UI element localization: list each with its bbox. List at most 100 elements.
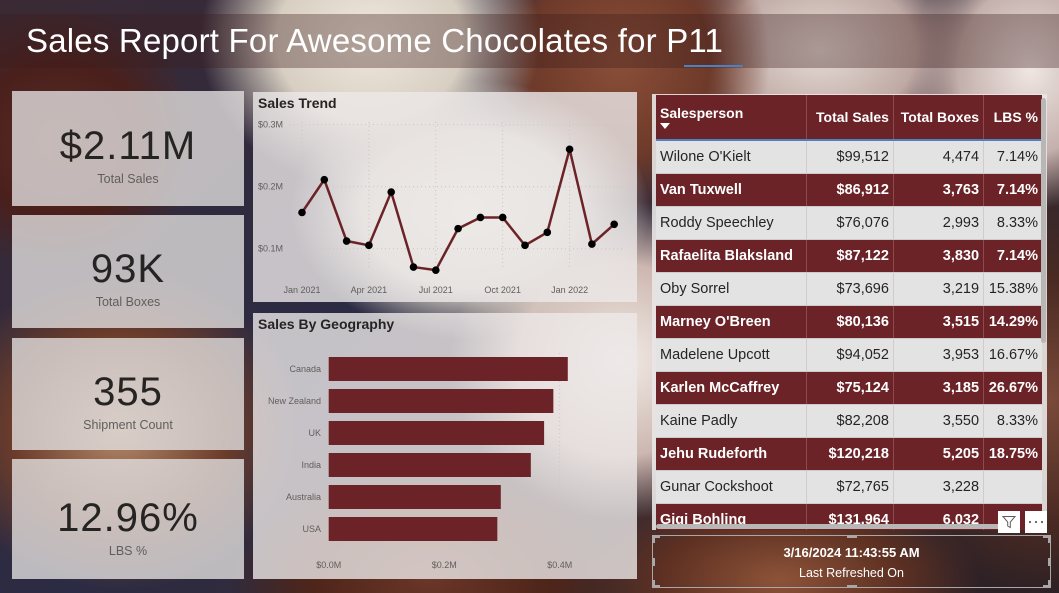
category-label: India <box>301 460 321 470</box>
cell-total-sales: $94,052 <box>806 338 894 372</box>
data-point-marker[interactable] <box>365 241 373 250</box>
resize-handle[interactable] <box>1043 535 1051 538</box>
page-title: Sales Report For Awesome Chocolates for … <box>26 22 724 59</box>
cell-lbs-percent: 14.29% <box>983 305 1042 339</box>
x-axis-tick: Apr 2021 <box>351 285 388 295</box>
sales-geo-panel[interactable]: Sales By Geography $0.0M $0.2M $0.4M Canada… <box>253 313 637 579</box>
table-vertical-scrollbar[interactable] <box>1041 98 1046 343</box>
salesperson-table-visual[interactable]: Salesperson Total Sales Total Boxes LBS … <box>652 94 1047 530</box>
column-header-total-sales[interactable]: Total Sales <box>806 95 894 141</box>
table-row[interactable]: Roddy Speechley $76,076 2,993 8.33% <box>656 206 1042 240</box>
data-point-marker[interactable] <box>387 188 395 196</box>
sales-trend-chart: $0.1M $0.2M $0.3M Jan 2021 Apr 2021 Jul 2021 O… <box>258 120 623 295</box>
cell-total-boxes: 5,205 <box>893 437 985 471</box>
x-axis-tick: Jan 2022 <box>551 285 588 295</box>
y-axis-tick: $0.2M <box>258 182 283 192</box>
data-point-marker[interactable] <box>432 266 440 274</box>
kpi-value: 93K <box>90 247 166 291</box>
data-point-marker[interactable] <box>409 263 418 271</box>
table-row[interactable]: Wilone O'Kielt $99,512 4,474 7.14% <box>656 140 1042 174</box>
resize-handle[interactable] <box>847 585 857 588</box>
table-row[interactable]: Oby Sorrel $73,696 3,219 15.38% <box>656 272 1042 306</box>
cell-total-sales: $86,912 <box>806 173 894 207</box>
cell-salesperson: Wilone O'Kielt <box>656 140 807 174</box>
cell-lbs-percent: 8.33% <box>983 404 1042 438</box>
table-row[interactable]: Madelene Upcott $94,052 3,953 16.67% <box>656 338 1042 372</box>
resize-handle[interactable] <box>652 580 655 588</box>
cell-total-boxes: 3,830 <box>893 239 985 273</box>
table-row[interactable]: Kaine Padly $82,208 3,550 8.33% <box>656 404 1042 438</box>
sales-trend-panel[interactable]: Sales Trend $0.1M $0.2M $0.3M Jan 2021 Apr 2… <box>253 92 637 302</box>
kpi-card-shipment-count[interactable]: 355 Shipment Count <box>12 338 244 450</box>
kpi-label: Shipment Count <box>83 418 173 432</box>
sales-trend-line <box>300 148 616 272</box>
cell-lbs-percent: 7.14% <box>983 173 1042 207</box>
table-horizontal-scrollbar[interactable] <box>656 524 1008 529</box>
cell-total-boxes: 3,550 <box>893 404 985 438</box>
cell-total-boxes: 3,185 <box>893 371 985 405</box>
cell-lbs-percent: 7.14% <box>983 239 1042 273</box>
table-row[interactable]: Marney O'Breen $80,136 3,515 14.29% <box>656 305 1042 339</box>
cell-total-sales: $80,136 <box>806 305 894 339</box>
cell-salesperson: Rafaelita Blaksland <box>656 239 807 273</box>
table-row[interactable]: Jehu Rudeforth $120,218 5,205 18.75% <box>656 437 1042 471</box>
data-point-marker[interactable] <box>476 213 485 222</box>
kpi-card-lbs-percent[interactable]: 12.96% LBS % <box>12 459 244 579</box>
kpi-label: Total Boxes <box>95 295 161 309</box>
table-header-row: Salesperson Total Sales Total Boxes LBS … <box>656 95 1042 141</box>
cell-lbs-percent: 18.75% <box>983 437 1042 471</box>
column-header-lbs-percent[interactable]: LBS % <box>983 95 1042 141</box>
x-axis-tick: $0.2M <box>432 560 457 570</box>
table-row[interactable]: Gunar Cockshoot $72,765 3,228 <box>656 470 1042 504</box>
column-header-salesperson[interactable]: Salesperson <box>656 95 807 141</box>
bar-india[interactable] <box>328 453 531 477</box>
data-point-marker[interactable] <box>320 175 329 184</box>
cell-total-boxes: 3,515 <box>893 305 985 339</box>
bar-new-zealand[interactable] <box>328 389 554 413</box>
table-row[interactable]: Van Tuxwell $86,912 3,763 7.14% <box>656 173 1042 207</box>
title-underline <box>684 65 743 67</box>
table-row[interactable]: Karlen McCaffrey $75,124 3,185 26.67% <box>656 371 1042 405</box>
category-label: Canada <box>289 364 321 374</box>
resize-handle[interactable] <box>1048 535 1051 543</box>
column-header-total-boxes[interactable]: Total Boxes <box>893 95 985 141</box>
cell-salesperson: Karlen McCaffrey <box>656 371 807 405</box>
kpi-card-total-boxes[interactable]: 93K Total Boxes <box>12 215 244 328</box>
last-refreshed-card[interactable]: 3/16/2024 11:43:55 AM Last Refreshed On <box>652 535 1051 588</box>
sort-descending-icon[interactable] <box>660 123 670 129</box>
table-row[interactable]: Rafaelita Blaksland $87,122 3,830 7.14% <box>656 239 1042 273</box>
resize-handle[interactable] <box>652 558 655 566</box>
bar-canada[interactable] <box>328 357 568 381</box>
data-point-marker[interactable] <box>454 224 462 233</box>
data-point-marker[interactable] <box>521 241 529 250</box>
data-point-marker[interactable] <box>565 145 574 154</box>
cell-total-sales: $73,696 <box>806 272 894 306</box>
resize-handle[interactable] <box>847 535 857 538</box>
resize-handle[interactable] <box>1048 558 1051 566</box>
kpi-value: 12.96% <box>57 496 199 540</box>
bar-uk[interactable] <box>328 421 545 445</box>
more-options-button[interactable] <box>1025 511 1047 533</box>
cell-lbs-percent: 15.38% <box>983 272 1042 306</box>
data-point-marker[interactable] <box>498 213 507 222</box>
bar-australia[interactable] <box>328 485 501 509</box>
resize-handle[interactable] <box>652 535 660 538</box>
data-point-marker[interactable] <box>342 237 351 245</box>
data-point-marker[interactable] <box>298 208 306 217</box>
cell-total-boxes: 4,474 <box>893 140 985 174</box>
resize-handle[interactable] <box>1048 580 1051 588</box>
category-label: USA <box>302 524 321 534</box>
resize-handle[interactable] <box>652 585 660 588</box>
cell-total-boxes: 3,219 <box>893 272 985 306</box>
kpi-label: LBS % <box>108 544 148 558</box>
resize-handle[interactable] <box>1043 585 1051 588</box>
filter-button[interactable] <box>998 511 1020 533</box>
cell-total-boxes: 3,763 <box>893 173 985 207</box>
data-point-marker[interactable] <box>610 220 618 229</box>
kpi-card-total-sales[interactable]: $2.11M Total Sales <box>12 91 244 206</box>
data-point-marker[interactable] <box>543 228 552 237</box>
bar-usa[interactable] <box>328 517 498 541</box>
cell-salesperson: Oby Sorrel <box>656 272 807 306</box>
data-point-marker[interactable] <box>588 240 596 248</box>
resize-handle[interactable] <box>652 535 655 543</box>
